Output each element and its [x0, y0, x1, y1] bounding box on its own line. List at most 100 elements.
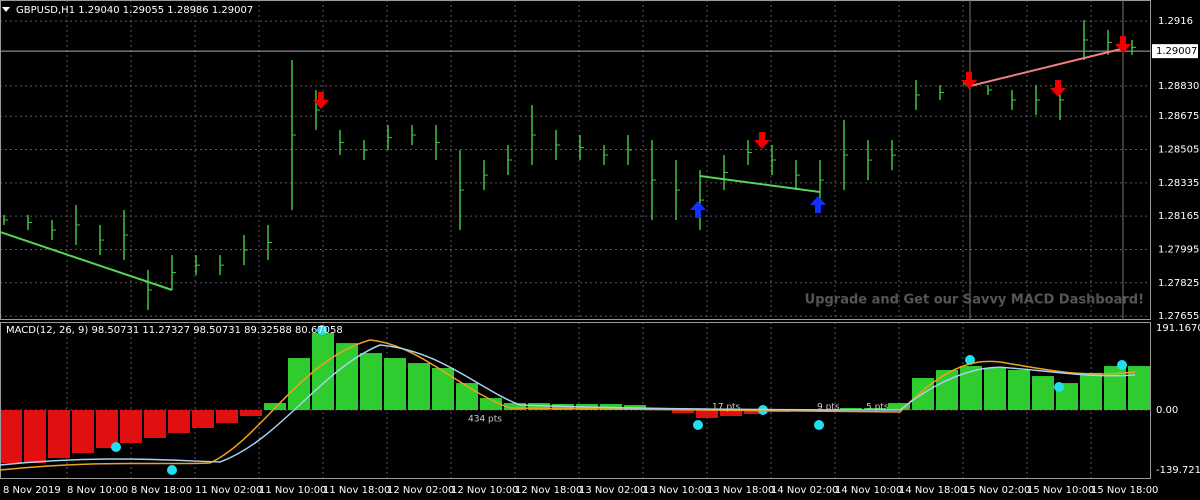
macd-line [0, 339, 1136, 471]
histogram-bar [0, 410, 22, 464]
signal-line [0, 344, 1136, 466]
price-tick-label: 1.28675 [1158, 111, 1199, 122]
histogram-bar [696, 410, 718, 419]
signal-dot [1117, 360, 1127, 370]
histogram-bar [72, 410, 94, 454]
histogram-bar [936, 370, 958, 411]
signal-dot [1054, 382, 1064, 392]
price-tick-label: 1.28335 [1158, 178, 1199, 189]
histogram-bar [504, 403, 526, 411]
histogram-bar [744, 410, 766, 415]
histogram-bar [1008, 370, 1030, 411]
sell-arrow [754, 132, 770, 149]
divergence-line [0, 231, 173, 291]
histogram-bar [96, 410, 118, 449]
time-tick-label: 8 Nov 10:00 [67, 485, 128, 496]
time-tick-label: 8 Nov 18:00 [131, 485, 192, 496]
histogram-bar [24, 410, 46, 464]
time-tick-label: 11 Nov 10:00 [259, 485, 326, 496]
sell-arrow [313, 92, 329, 109]
macd-tick-label: 0.00 [1156, 405, 1178, 416]
histogram-bar [384, 358, 406, 411]
histogram-bar [840, 408, 862, 411]
histogram-bar [192, 410, 214, 429]
macd-label: MACD(12, 26, 9) 98.50731 11.27327 98.507… [6, 325, 343, 336]
sell-arrows [313, 36, 1131, 149]
buy-arrow [810, 196, 826, 213]
price-tick-label: 1.28830 [1158, 81, 1199, 92]
histogram-bar [888, 403, 910, 411]
histogram-bar [264, 403, 286, 411]
time-tick-label: 15 Nov 18:00 [1091, 485, 1158, 496]
price-tick-label: 1.27655 [1158, 311, 1199, 322]
signal-dot [317, 325, 327, 335]
time-tick-label: 15 Nov 10:00 [1027, 485, 1094, 496]
time-tick-label: 12 Nov 10:00 [451, 485, 518, 496]
grid [0, 0, 1150, 478]
histogram-bar [984, 368, 1006, 411]
time-tick-label: 11 Nov 02:00 [195, 485, 262, 496]
histogram-bar [120, 410, 142, 444]
time-tick-label: 14 Nov 10:00 [835, 485, 902, 496]
histogram-bar [48, 410, 70, 459]
histogram-bar [432, 368, 454, 411]
price-tick-label: 1.28165 [1158, 211, 1199, 222]
pts-label: 17 pts [712, 403, 741, 413]
time-tick-label: 12 Nov 02:00 [387, 485, 454, 496]
histogram-bar [360, 353, 382, 411]
histogram-bar [240, 410, 262, 417]
histogram-bar [480, 398, 502, 411]
histogram-bar [312, 333, 334, 411]
divergence-line [699, 175, 821, 193]
time-tick-label: 13 Nov 10:00 [643, 485, 710, 496]
signal-dot [111, 442, 121, 452]
histogram-bar [216, 410, 238, 424]
histogram-bar [960, 366, 982, 411]
histogram-bar [672, 410, 694, 414]
histogram-bar [408, 363, 430, 411]
histogram-bar [528, 403, 550, 411]
buy-arrow [690, 201, 706, 218]
histogram-bar [168, 410, 190, 434]
time-tick-label: 13 Nov 02:00 [579, 485, 646, 496]
price-tick-label: 1.28505 [1158, 145, 1199, 156]
macd-frame [0, 322, 1151, 479]
macd-tick-label: 191.16705 [1156, 323, 1200, 334]
time-tick-label: 11 Nov 18:00 [323, 485, 390, 496]
pts-label: 434 pts [468, 415, 502, 425]
sell-arrow [961, 72, 977, 89]
histogram-bar [864, 408, 886, 411]
signal-dot [167, 465, 177, 475]
sell-arrow [1115, 36, 1131, 53]
histogram-bar [1104, 366, 1126, 411]
divergence-line [969, 47, 1126, 87]
price-tick-label: 1.27825 [1158, 278, 1199, 289]
current-price-box [1152, 44, 1198, 59]
histogram-bar [1032, 376, 1054, 411]
price-frame [0, 0, 1151, 320]
price-tick-label: 1.2916 [1158, 16, 1193, 27]
menu-arrow[interactable] [2, 7, 10, 12]
buy-arrows [690, 196, 826, 218]
pts-label: 9 pts [817, 403, 840, 413]
current-price-label: 1.29007 [1156, 46, 1197, 57]
signal-dot [814, 420, 824, 430]
histogram-bar [720, 410, 742, 417]
promo-banner[interactable]: Upgrade and Get our Savvy MACD Dashboard… [805, 293, 1144, 308]
time-tick-label: 13 Nov 18:00 [707, 485, 774, 496]
signal-dot [693, 420, 703, 430]
price-tick-label: 1.27995 [1158, 244, 1199, 255]
histogram-bar [144, 410, 166, 439]
histogram-bar [1128, 366, 1150, 411]
histogram-bar [456, 383, 478, 411]
histogram-bar [1080, 372, 1102, 411]
time-tick-label: 12 Nov 18:00 [515, 485, 582, 496]
time-tick-label: 14 Nov 02:00 [771, 485, 838, 496]
pts-label: 5 pts [866, 403, 889, 413]
symbol-header: GBPUSD,H1 1.29040 1.29055 1.28986 1.2900… [16, 5, 253, 16]
marks [0, 19, 1150, 464]
signal-dot [965, 355, 975, 365]
